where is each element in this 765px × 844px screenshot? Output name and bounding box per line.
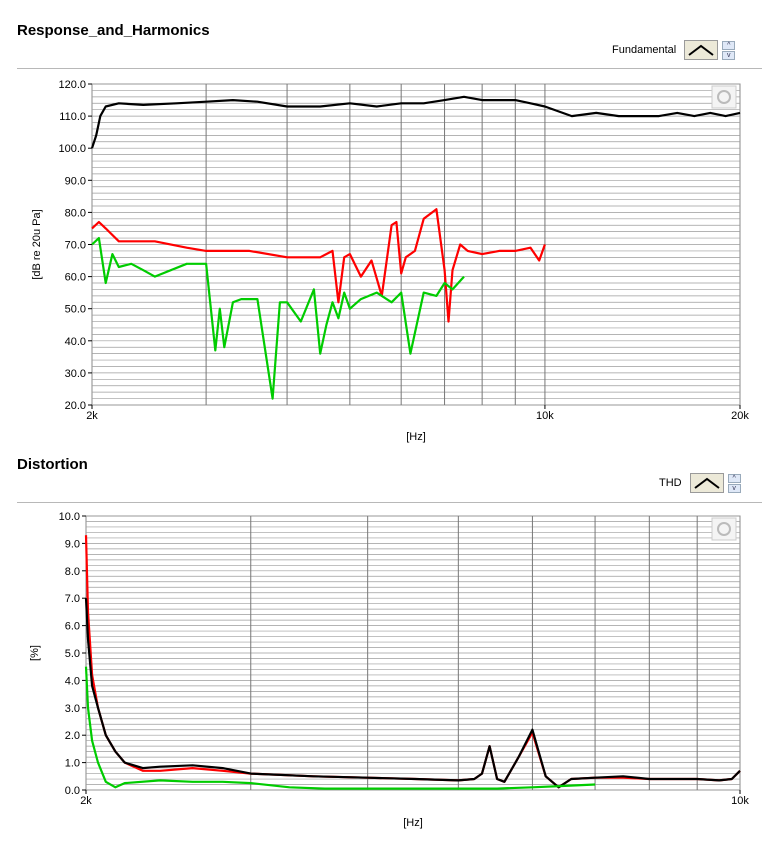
y-tick-label: 1.0	[65, 758, 80, 770]
bottom-chart-title: Distortion	[17, 456, 88, 473]
y-tick-label: 30.0	[65, 368, 86, 380]
y-tick-label: 100.0	[58, 143, 86, 155]
bottom-legend-plot-style-button[interactable]	[689, 473, 724, 493]
y-tick-label: 90.0	[65, 175, 86, 187]
y-tick-label: 120.0	[58, 79, 86, 91]
series-line-2	[91, 237, 465, 400]
y-tick-label: 2.0	[65, 730, 80, 742]
bottom-legend-scroll-down-button[interactable]: v	[727, 483, 741, 493]
top-legend: Fundamental ^ v	[612, 40, 736, 60]
x-axis-label: [Hz]	[406, 431, 426, 443]
x-tick-label: 10k	[731, 795, 749, 807]
plot-settings-icon[interactable]	[711, 517, 737, 541]
top-legend-scroll-down-button[interactable]: v	[722, 50, 736, 60]
y-axis-label: [dB re 20u Pa]	[31, 209, 43, 279]
y-tick-label: 4.0	[65, 675, 80, 687]
x-tick-label: 2k	[80, 795, 92, 807]
y-tick-label: 7.0	[65, 593, 80, 605]
y-tick-label: 80.0	[65, 207, 86, 219]
y-tick-label: 5.0	[65, 648, 80, 660]
x-tick-label: 2k	[86, 410, 98, 422]
series-line-1	[84, 598, 741, 789]
line-style-icon	[688, 44, 714, 56]
plot-settings-icon[interactable]	[711, 85, 737, 109]
y-tick-label: 60.0	[65, 272, 86, 284]
y-tick-label: 40.0	[65, 336, 86, 348]
y-tick-label: 6.0	[65, 621, 80, 633]
series-line-0	[90, 95, 741, 149]
y-axis-label: [%]	[29, 645, 41, 661]
series-line-2	[84, 666, 596, 790]
x-tick-label: 10k	[536, 410, 554, 422]
series-line-1	[91, 208, 546, 323]
top-legend-scroll-up-button[interactable]: ^	[722, 40, 736, 50]
y-tick-label: 70.0	[65, 240, 86, 252]
top-chart-title: Response_and_Harmonics	[17, 22, 210, 39]
y-tick-label: 0.0	[65, 785, 80, 797]
line-style-icon	[694, 477, 720, 489]
top-separator	[17, 68, 762, 69]
y-tick-label: 9.0	[65, 538, 80, 550]
x-tick-label: 20k	[731, 410, 749, 422]
y-tick-label: 10.0	[59, 511, 80, 523]
y-tick-label: 8.0	[65, 566, 80, 578]
response-chart: 20.0 30.0 40.0 50.0 60.0 70.0 80.0 90.0 100.0 110…	[31, 79, 749, 443]
top-legend-plot-style-button[interactable]	[684, 40, 719, 60]
bottom-legend-scroll-up-button[interactable]: ^	[727, 473, 741, 483]
x-axis-label: [Hz]	[403, 817, 423, 829]
bottom-legend: THD ^ v	[659, 473, 741, 493]
y-tick-label: 3.0	[65, 703, 80, 715]
bottom-legend-label: THD	[659, 477, 682, 489]
y-tick-label: 110.0	[59, 111, 86, 123]
bottom-separator	[17, 502, 762, 503]
y-tick-label: 20.0	[65, 400, 86, 412]
top-legend-label: Fundamental	[612, 44, 677, 56]
y-tick-label: 50.0	[65, 304, 86, 316]
